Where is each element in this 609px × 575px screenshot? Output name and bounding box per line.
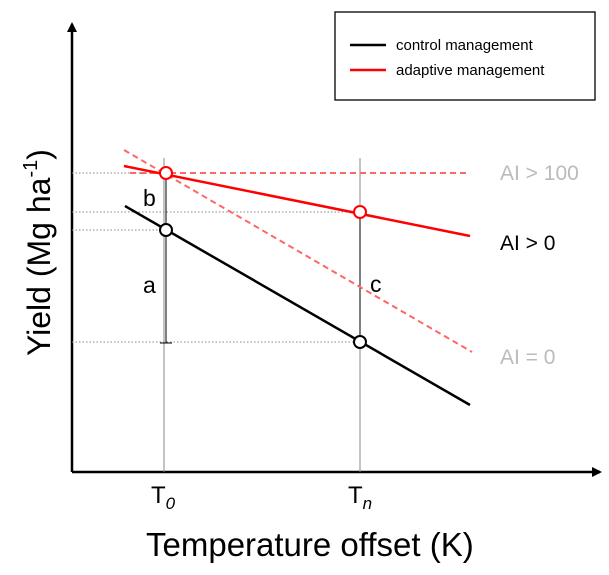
- label-c: c: [370, 271, 382, 297]
- marker-adaptive-tn: [353, 205, 367, 219]
- x-axis-title: Temperature offset (K): [146, 526, 474, 563]
- x-tick-t0-base: T: [151, 482, 166, 509]
- y-axis-title-close: ): [21, 149, 57, 160]
- control-line: [124, 204, 471, 407]
- ai0-dashed-line: [123, 149, 473, 353]
- y-axis-title: Yield (Mg ha-1): [20, 149, 57, 356]
- marker-control-tn: [353, 335, 367, 349]
- marker-control-t0: [159, 223, 173, 237]
- legend-control-label: control management: [396, 37, 534, 54]
- x-tick-tn-base: T: [348, 482, 363, 509]
- ai-zero-label: AI = 0: [500, 346, 555, 369]
- adaptive-line: [123, 164, 471, 238]
- legend-adaptive-label: adaptive management: [396, 62, 545, 79]
- ai-pos-label: AI > 0: [500, 232, 555, 255]
- x-tick-tn: Tn: [348, 482, 372, 513]
- x-tick-tn-sub: n: [363, 494, 372, 513]
- legend: control management adaptive management: [334, 11, 596, 101]
- y-axis-title-main: Yield (Mg ha: [21, 177, 57, 356]
- x-tick-t0-sub: 0: [166, 494, 176, 513]
- y-axis-title-sup: -1: [20, 160, 42, 178]
- x-tick-t0: T0: [151, 482, 176, 513]
- label-a: a: [143, 272, 156, 298]
- marker-adaptive-t0: [159, 166, 173, 180]
- legend-box: [334, 11, 596, 101]
- ai-high-label: AI > 100: [500, 162, 579, 185]
- label-b: b: [143, 185, 156, 211]
